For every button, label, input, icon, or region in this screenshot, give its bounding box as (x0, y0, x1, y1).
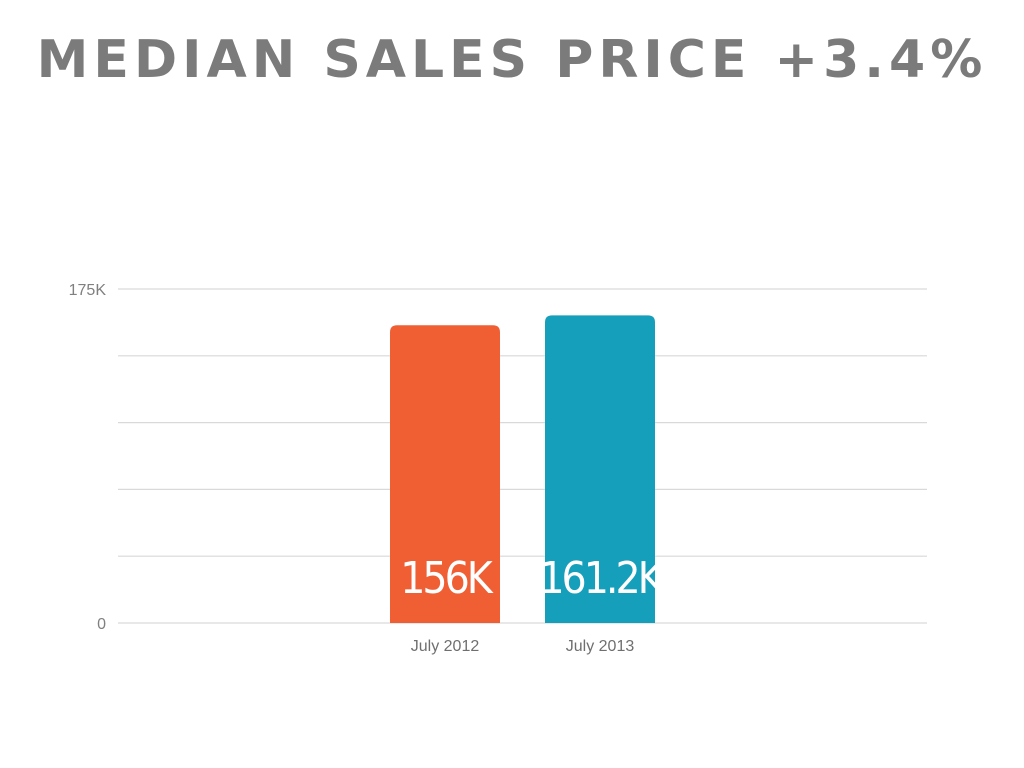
bar (390, 325, 500, 623)
bar (545, 315, 655, 623)
y-axis-ticks: 0 175K (69, 282, 107, 633)
bar-value-label: 161.2K (539, 553, 664, 604)
bars: 156K 161.2K (390, 315, 668, 623)
x-category-label: July 2012 (411, 638, 480, 655)
x-axis-labels: July 2012 July 2013 (411, 638, 635, 655)
chart-title: MEDIAN SALES PRICE +3.4% (36, 30, 988, 90)
bar-value-label: 156K (400, 553, 494, 604)
y-tick-label: 0 (97, 616, 106, 633)
x-category-label: July 2013 (566, 638, 635, 655)
y-tick-label: 175K (69, 282, 107, 299)
grid-lines (118, 288, 927, 624)
